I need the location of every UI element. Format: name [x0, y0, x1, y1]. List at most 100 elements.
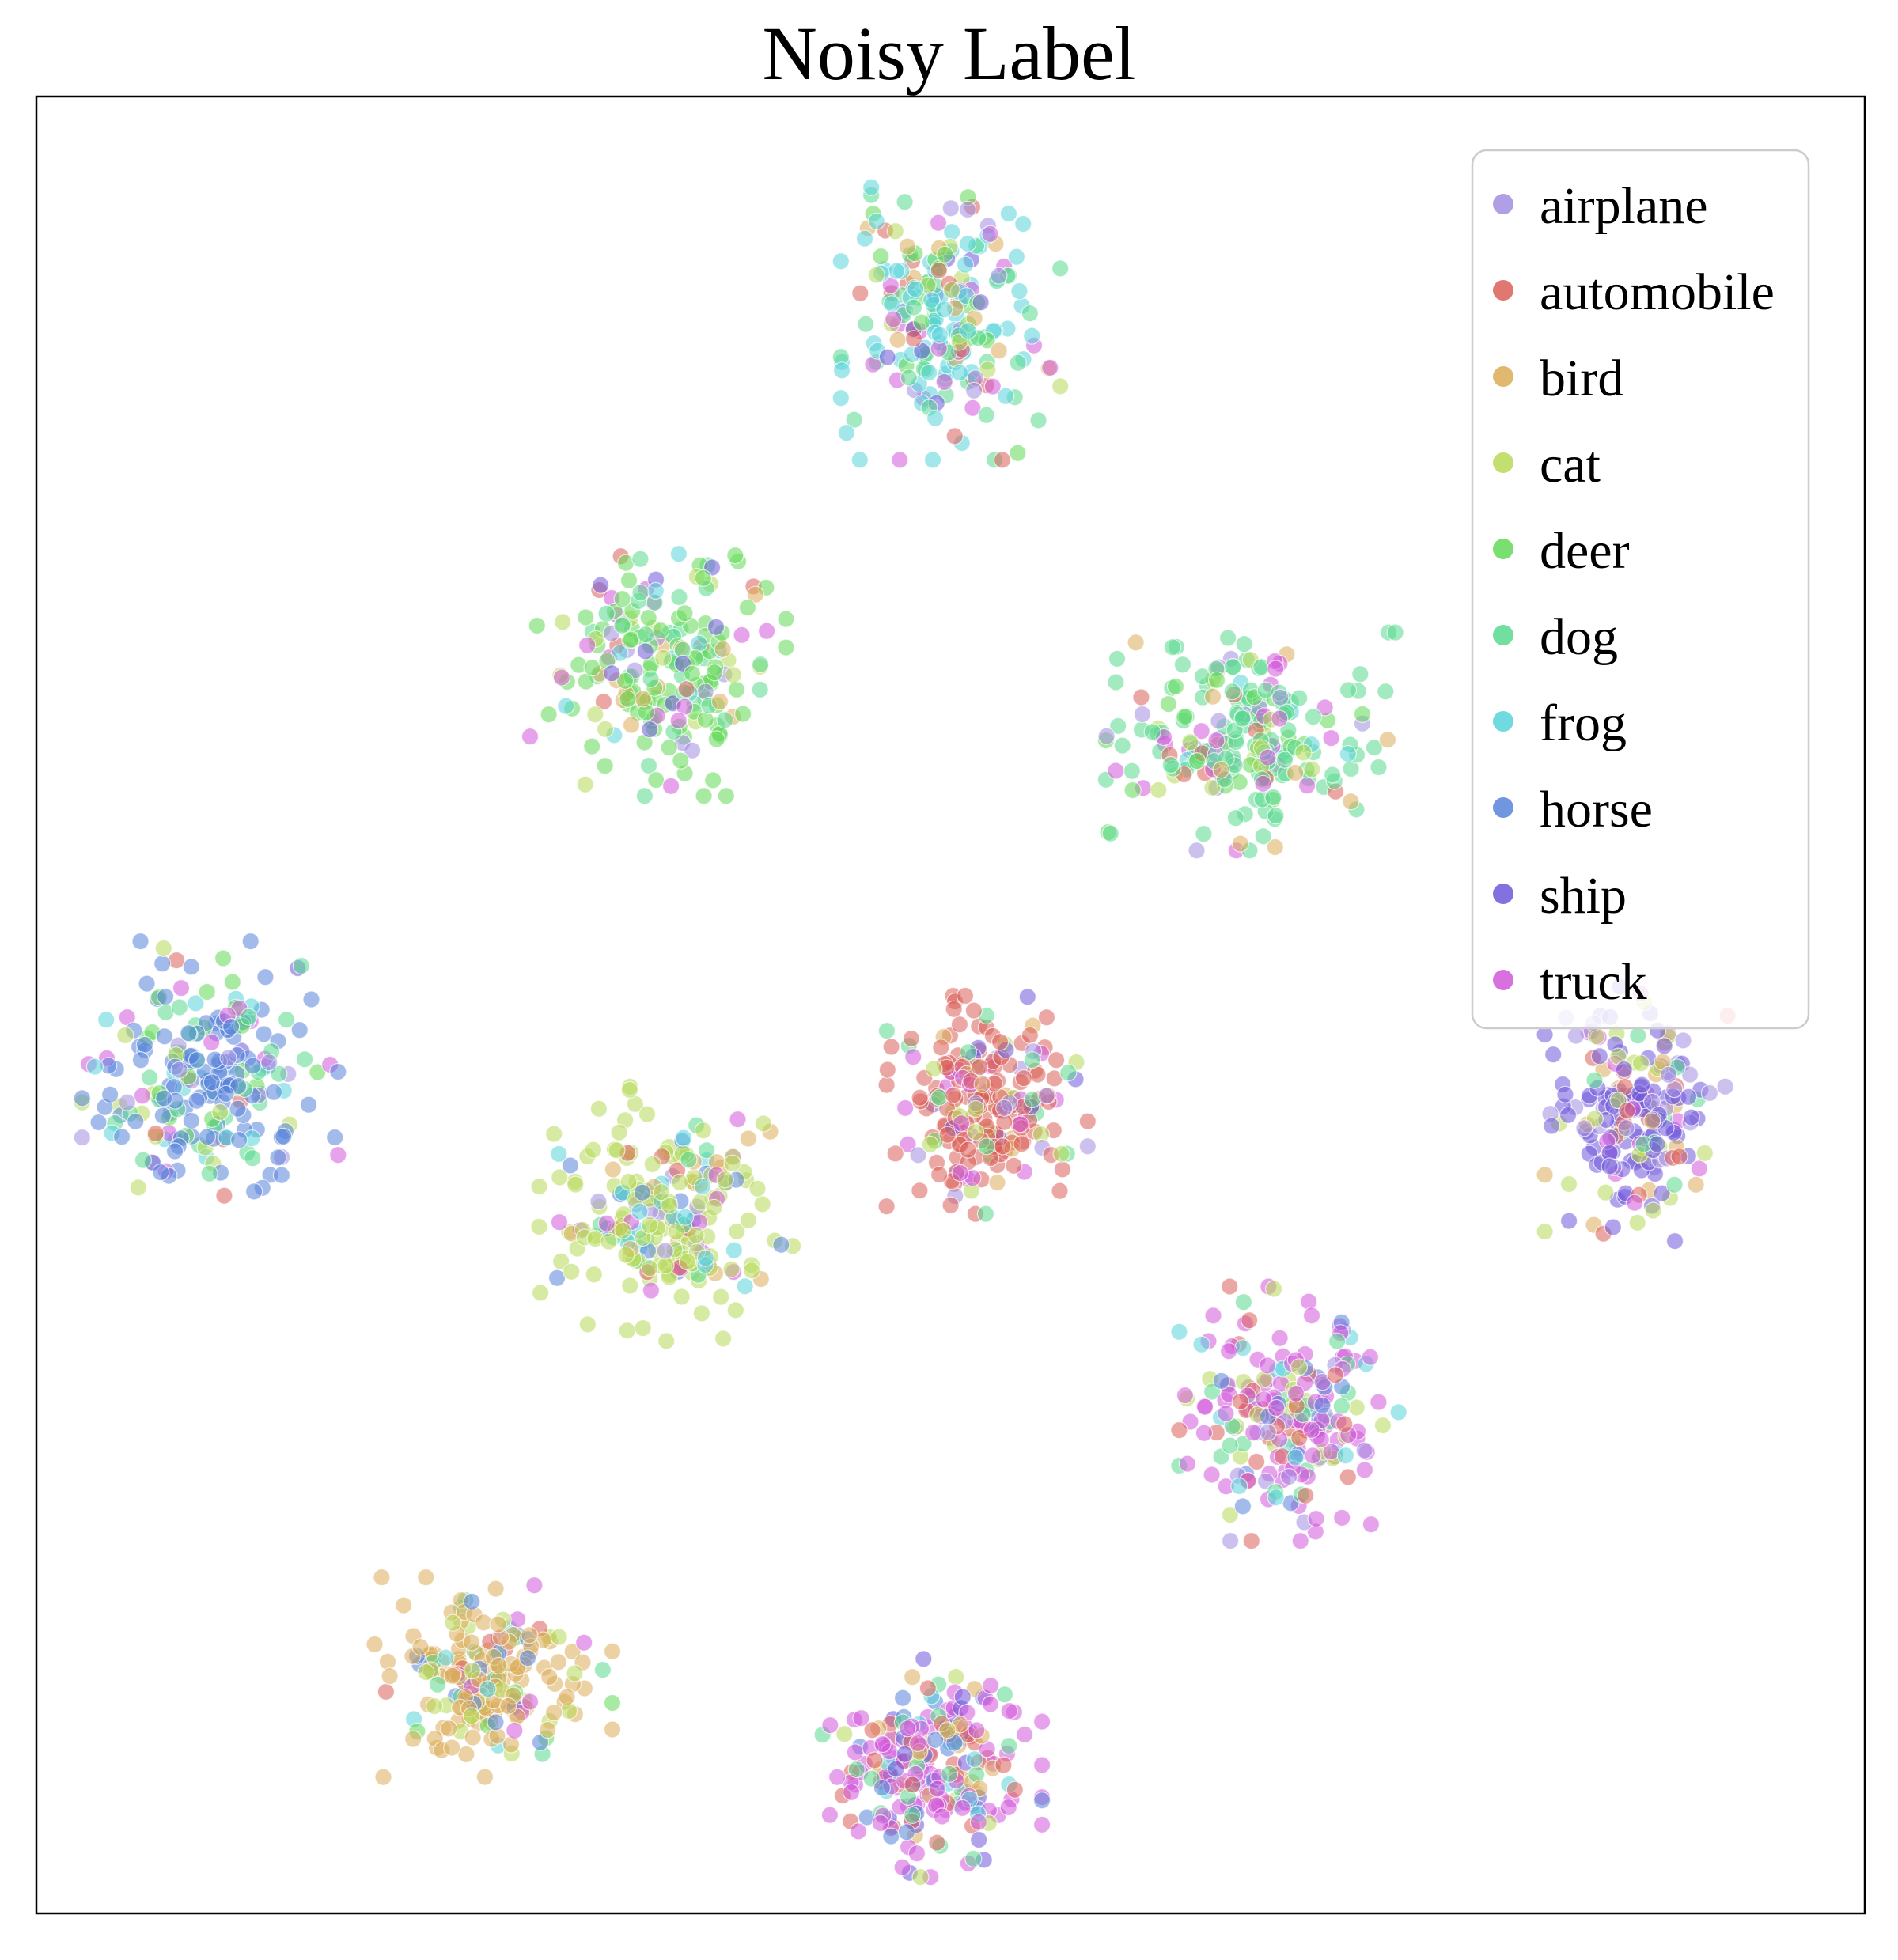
data-point-automobile	[882, 1038, 900, 1056]
data-point-bird	[714, 640, 732, 659]
data-point-truck	[909, 1734, 927, 1752]
data-point-dog	[904, 1806, 922, 1824]
data-point-cat	[947, 1667, 965, 1686]
data-point-cat	[942, 281, 961, 299]
data-point-frog	[882, 295, 901, 313]
data-point-automobile	[1326, 1366, 1345, 1384]
data-point-horse	[153, 955, 172, 973]
data-point-dog	[1107, 673, 1125, 691]
data-point-truck	[893, 1858, 911, 1876]
data-point-ship	[603, 664, 621, 683]
data-point-automobile	[911, 1088, 929, 1107]
data-point-cat	[566, 1664, 584, 1682]
data-point-truck	[1000, 1702, 1018, 1720]
data-point-dog	[1585, 1071, 1604, 1089]
data-point-automobile	[1248, 1452, 1266, 1471]
data-point-horse	[897, 1823, 916, 1841]
data-point-cat	[687, 1226, 705, 1244]
data-point-ship	[915, 1650, 933, 1668]
data-point-dog	[1304, 708, 1323, 726]
data-point-automobile	[932, 1039, 950, 1057]
data-point-horse	[255, 1025, 273, 1043]
data-point-automobile	[1021, 1026, 1040, 1045]
data-point-truck	[933, 1807, 951, 1826]
data-point-dog	[751, 680, 769, 699]
data-point-dog	[292, 956, 310, 975]
data-point-frog	[725, 1241, 743, 1259]
data-point-cat	[640, 1259, 659, 1277]
data-point-truck	[885, 310, 903, 328]
data-point-frog	[437, 1648, 455, 1667]
data-point-deer	[1009, 444, 1027, 462]
data-point-cat	[444, 1614, 462, 1632]
data-point-horse	[256, 968, 275, 986]
data-point-horse	[165, 1142, 184, 1160]
data-point-deer	[1166, 677, 1185, 696]
data-point-truck	[1333, 1508, 1351, 1527]
data-point-dog	[1665, 1175, 1684, 1194]
data-point-cat	[714, 1330, 733, 1348]
data-point-dog	[1224, 657, 1242, 676]
data-point-bird	[1536, 1166, 1554, 1184]
data-point-truck	[952, 1114, 971, 1133]
data-point-bird	[540, 1667, 559, 1686]
data-point-dog	[1195, 825, 1213, 843]
data-point-dog	[1254, 827, 1272, 846]
data-point-deer	[619, 690, 637, 708]
data-point-bird	[1342, 793, 1360, 811]
data-point-automobile	[994, 1137, 1012, 1156]
data-point-automobile	[928, 1833, 946, 1852]
data-point-airplane	[1279, 1467, 1298, 1486]
data-point-dog	[896, 193, 914, 211]
data-point-dog	[1370, 758, 1388, 777]
data-point-deer	[596, 757, 614, 775]
data-point-horse	[772, 1235, 790, 1254]
data-point-frog	[676, 1208, 695, 1226]
data-point-ship	[636, 642, 654, 660]
data-point-horse	[463, 1592, 481, 1611]
data-point-dog	[697, 1141, 716, 1160]
legend-marker-horse	[1493, 797, 1513, 818]
data-point-cat	[657, 1332, 676, 1350]
data-point-cat	[925, 1060, 943, 1078]
data-point-ship	[1544, 1046, 1563, 1064]
data-point-frog	[1339, 744, 1357, 763]
data-point-dog	[1328, 1332, 1347, 1350]
data-point-bird	[622, 716, 641, 734]
data-point-deer	[777, 638, 795, 656]
data-point-ship	[1665, 1232, 1684, 1251]
data-point-truck	[509, 1610, 527, 1629]
data-point-frog	[631, 1202, 649, 1220]
data-point-deer	[1188, 751, 1207, 770]
data-point-horse	[89, 1113, 108, 1132]
data-point-truck	[964, 399, 982, 417]
data-point-truck	[1217, 1404, 1235, 1423]
data-point-bird	[475, 1614, 493, 1632]
data-point-dog	[1351, 665, 1370, 683]
data-point-frog	[1230, 1477, 1248, 1496]
data-point-automobile	[886, 1145, 904, 1163]
data-point-deer	[704, 771, 722, 789]
data-point-deer	[577, 608, 595, 626]
data-point-cat	[867, 266, 885, 284]
data-point-airplane	[1188, 842, 1206, 860]
data-point-bird	[374, 1768, 392, 1786]
data-point-dog	[716, 711, 734, 729]
data-point-truck	[1192, 722, 1210, 740]
data-point-frog	[867, 212, 886, 230]
legend-label-airplane: airplane	[1540, 177, 1708, 235]
data-point-horse	[153, 1107, 172, 1125]
data-point-airplane	[683, 741, 702, 759]
data-point-dog	[1339, 681, 1358, 699]
data-point-deer	[1353, 705, 1372, 724]
data-point-ship	[896, 1745, 914, 1763]
data-point-frog	[1389, 1403, 1407, 1421]
data-point-truck	[1195, 1398, 1214, 1416]
data-point-frog	[1010, 282, 1029, 301]
data-point-horse	[1313, 1396, 1332, 1414]
data-point-ship	[1648, 1135, 1666, 1153]
data-point-cat	[886, 222, 904, 240]
data-point-deer	[528, 616, 546, 635]
data-point-dog	[1029, 411, 1047, 429]
data-point-bird	[499, 1697, 517, 1715]
